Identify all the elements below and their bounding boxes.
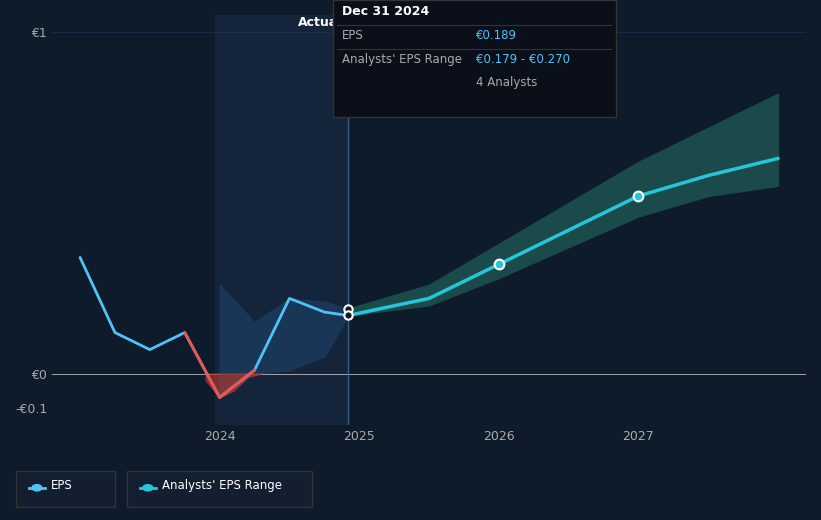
Text: Analysts' EPS Range: Analysts' EPS Range [342,54,462,67]
Text: Analysts Forecasts: Analysts Forecasts [354,16,470,29]
Bar [215,15,348,425]
Text: 4 Analysts: 4 Analysts [476,76,538,89]
Text: €0.189: €0.189 [476,29,517,42]
Text: Analysts' EPS Range: Analysts' EPS Range [162,479,282,492]
Text: Actual: Actual [298,16,342,29]
Text: Dec 31 2024: Dec 31 2024 [342,5,429,18]
Text: EPS: EPS [342,29,364,42]
Text: EPS: EPS [51,479,72,492]
Text: €0.179 - €0.270: €0.179 - €0.270 [476,54,570,67]
